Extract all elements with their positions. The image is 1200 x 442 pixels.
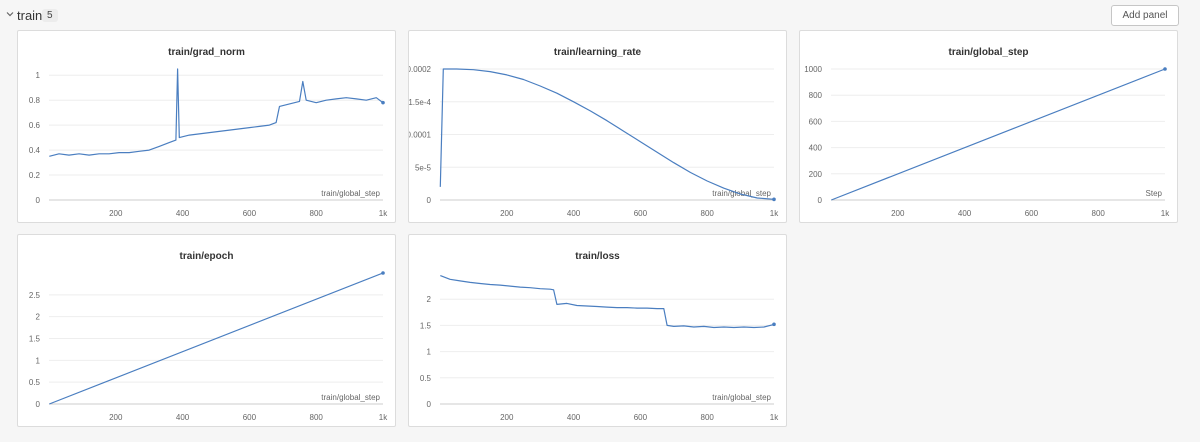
chart-epoch: 0 0.5 1 1.5 2 2.5 200 400 600 800 1k train/global_s… [29,271,388,422]
x-tick-label: 200 [891,209,905,218]
x-tick-label: 800 [701,209,715,218]
x-tick-label: 800 [310,209,324,218]
x-tick-label: 1k [379,209,388,218]
y-tick-label: 0 [818,196,823,205]
panel-title: train/learning_rate [553,47,642,58]
y-tick-label: 0 [36,196,41,205]
add-panel-button[interactable]: Add panel [1111,5,1179,26]
series-endpoint [1163,67,1167,71]
x-axis-label: train/global_step [321,393,380,402]
x-tick-label: 800 [310,413,324,422]
panel-title: train/loss [575,251,620,262]
x-tick-label: 600 [1025,209,1039,218]
series-endpoint [381,271,385,275]
panel-loss[interactable]: train/loss 0 0.5 1 1.5 2 200 400 600 800 1k train/… [408,234,787,427]
series-endpoint [772,197,776,202]
x-axis-label: train/global_step [712,189,771,198]
y-tick-label: 1 [427,348,432,357]
y-tick-label: 0.0002 [409,65,432,74]
x-tick-label: 800 [1092,209,1106,218]
y-tick-label: 2 [36,313,41,322]
x-tick-label: 600 [634,209,648,218]
y-tick-label: 0 [36,400,41,409]
y-tick-label: 0.5 [29,378,41,387]
x-tick-label: 1k [770,413,779,422]
y-tick-label: 200 [809,170,823,179]
x-tick-label: 1k [1161,209,1170,218]
y-tick-label: 0.8 [29,96,41,105]
y-tick-label: 0 [427,196,432,205]
series-endpoint [772,322,776,327]
x-tick-label: 200 [109,209,123,218]
series-line [49,272,384,405]
x-tick-label: 400 [567,413,581,422]
y-tick-label: 0.6 [29,121,41,130]
x-tick-label: 1k [770,209,779,218]
panel-epoch[interactable]: train/epoch 0 0.5 1 1.5 2 2.5 200 400 600 800 1k tr… [17,234,396,427]
y-tick-label: 0.4 [29,146,41,155]
x-tick-label: 800 [701,413,715,422]
chart-loss: 0 0.5 1 1.5 2 200 400 600 800 1k train/global_step [420,275,779,422]
chart-learning-rate: 0 5e-5 0.0001 1.5e-4 0.0002 200 400 600 800 1k tra… [409,65,779,218]
x-tick-label: 600 [634,413,648,422]
x-tick-label: 600 [243,209,257,218]
section-header: train 5 Add panel [0,0,1200,30]
panel-title: train/grad_norm [168,47,245,58]
x-tick-label: 400 [958,209,972,218]
y-tick-label: 5e-5 [415,163,432,172]
series-line [439,68,775,200]
y-tick-label: 600 [809,117,823,126]
panel-learning-rate[interactable]: train/learning_rate 0 5e-5 0.0001 1.5e-4 0.0… [408,30,787,223]
x-axis-label: train/global_step [321,189,380,198]
series-line [440,275,775,329]
series-endpoint [381,100,385,105]
series-line [49,68,384,157]
y-tick-label: 0.0001 [409,131,432,140]
y-tick-label: 1 [36,356,41,365]
series-line [831,68,1166,201]
x-tick-label: 200 [500,209,514,218]
x-axis-label: Step [1146,189,1163,198]
chevron-down-icon[interactable] [5,9,15,19]
panel-grad-norm[interactable]: train/grad_norm 0 0.2 0.4 0.6 0.8 1 200 400 600 8… [17,30,396,223]
chart-global-step: 0 200 400 600 800 1000 200 400 600 800 1k Step [804,65,1170,218]
x-tick-label: 400 [567,209,581,218]
y-tick-label: 400 [809,144,823,153]
x-axis-label: train/global_step [712,393,771,402]
panel-title: train/epoch [179,251,234,262]
y-tick-label: 0.2 [29,171,41,180]
panel-title: train/global_step [948,47,1029,58]
y-tick-label: 1000 [804,65,822,74]
y-tick-label: 1.5 [420,321,432,330]
y-tick-label: 800 [809,91,823,100]
x-tick-label: 600 [243,413,257,422]
x-tick-label: 400 [176,413,190,422]
y-tick-label: 0.5 [420,374,432,383]
y-tick-label: 1 [36,71,41,80]
x-tick-label: 400 [176,209,190,218]
panel-count-badge: 5 [42,9,58,22]
x-tick-label: 200 [500,413,514,422]
chart-grad-norm: 0 0.2 0.4 0.6 0.8 1 200 400 600 800 1k train/global… [29,68,388,218]
panel-global-step[interactable]: train/global_step 0 200 400 600 800 1000 200 40… [799,30,1178,223]
y-tick-label: 1.5 [29,335,41,344]
section-title[interactable]: train [17,8,43,23]
x-tick-label: 200 [109,413,123,422]
y-tick-label: 1.5e-4 [409,98,432,107]
y-tick-label: 2 [427,295,432,304]
x-tick-label: 1k [379,413,388,422]
y-tick-label: 2.5 [29,291,41,300]
y-tick-label: 0 [427,400,432,409]
